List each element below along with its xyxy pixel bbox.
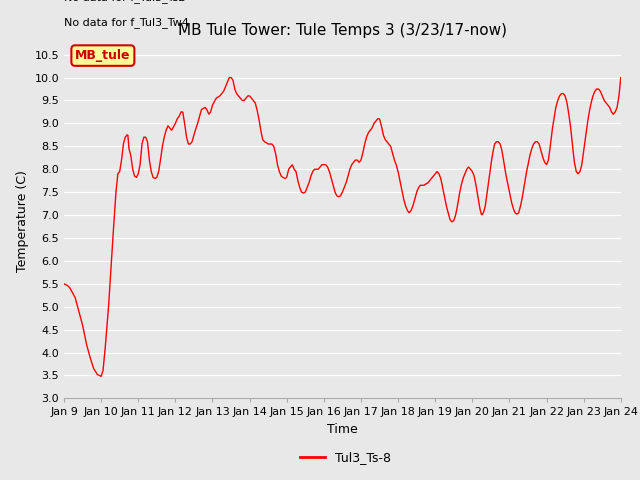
- X-axis label: Time: Time: [327, 423, 358, 436]
- Legend: Tul3_Ts-8: Tul3_Ts-8: [295, 446, 396, 469]
- Text: MB_tule: MB_tule: [75, 49, 131, 62]
- Title: MB Tule Tower: Tule Temps 3 (3/23/17-now): MB Tule Tower: Tule Temps 3 (3/23/17-now…: [178, 23, 507, 38]
- Text: No data for f_Tul3_Tw4: No data for f_Tul3_Tw4: [64, 17, 189, 28]
- Text: No data for f_Tul3_Ts2: No data for f_Tul3_Ts2: [64, 0, 186, 3]
- Y-axis label: Temperature (C): Temperature (C): [16, 170, 29, 272]
